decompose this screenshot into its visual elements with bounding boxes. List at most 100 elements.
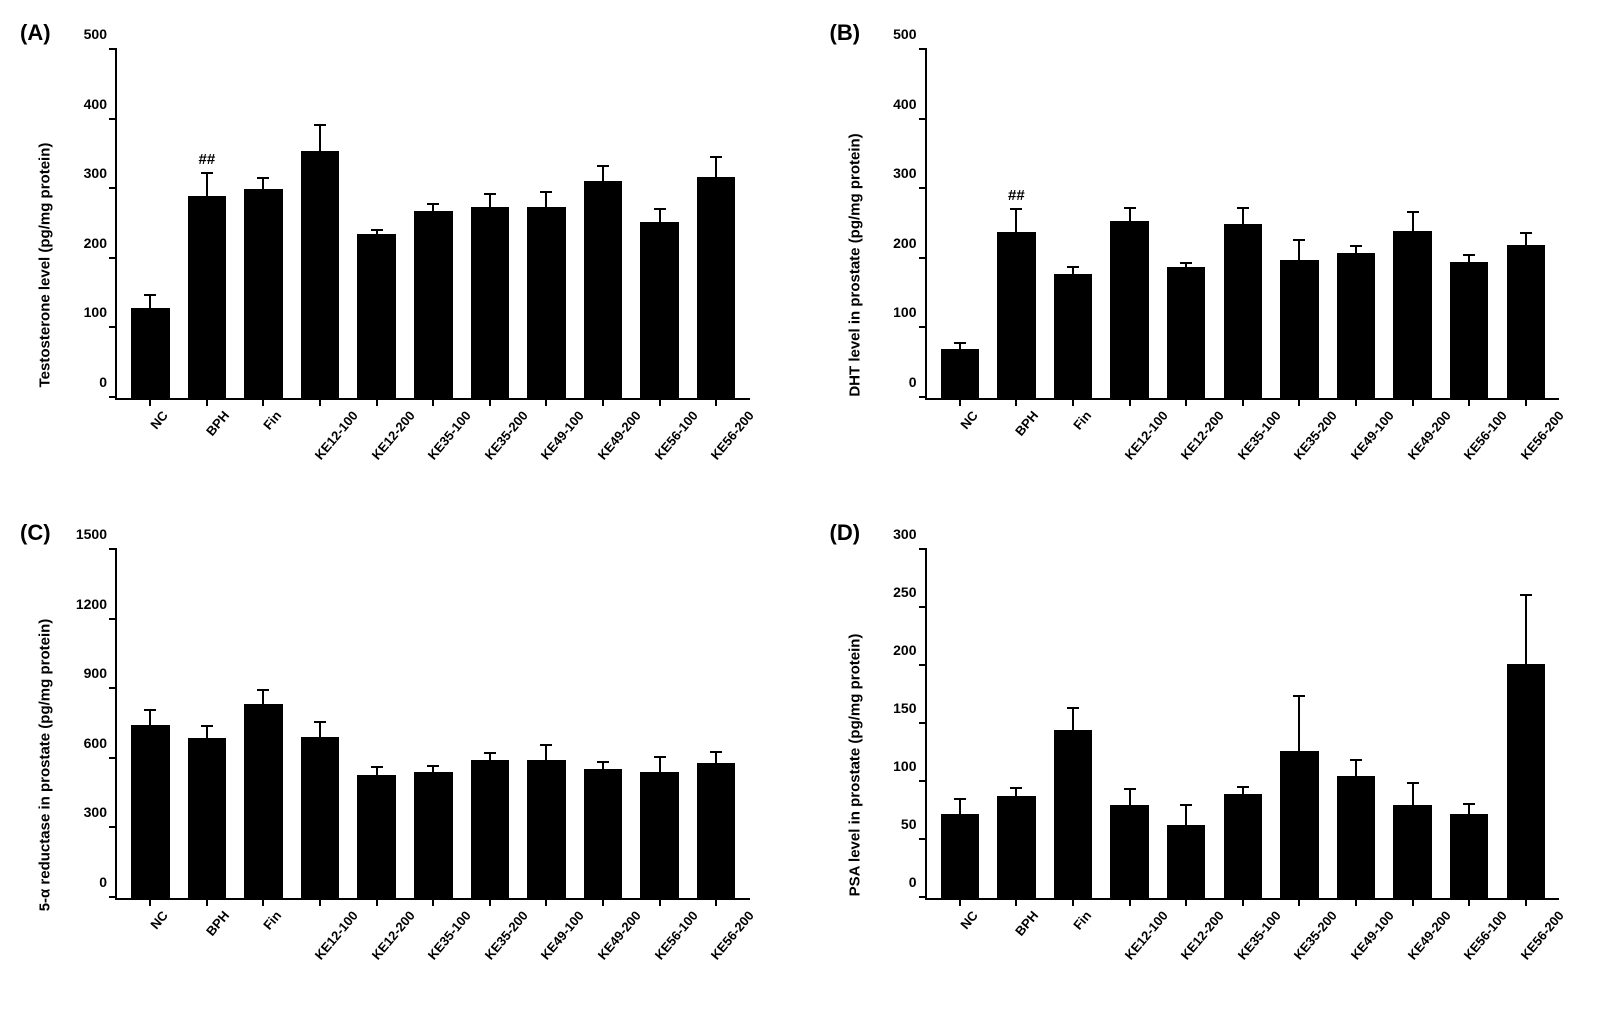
x-tick bbox=[1185, 898, 1187, 906]
error-cap bbox=[1124, 207, 1136, 209]
bar-group: KE12-100 bbox=[1101, 550, 1158, 898]
error-bar bbox=[1072, 266, 1074, 274]
error-cap bbox=[1293, 239, 1305, 241]
error-bar bbox=[1015, 787, 1017, 796]
error-bar bbox=[1412, 782, 1414, 805]
error-cap bbox=[1463, 254, 1475, 256]
x-tick-label: KE49-100 bbox=[538, 408, 587, 462]
x-tick-label: NC bbox=[957, 408, 981, 432]
bar-group: KE35-100 bbox=[1214, 50, 1271, 398]
y-tick bbox=[109, 687, 117, 689]
x-tick bbox=[432, 398, 434, 406]
x-tick-label: KE49-100 bbox=[1348, 408, 1397, 462]
x-tick bbox=[1525, 898, 1527, 906]
error-bar bbox=[149, 294, 151, 308]
error-cap bbox=[484, 752, 496, 754]
x-tick-label: KE35-100 bbox=[1234, 908, 1283, 962]
bar bbox=[1054, 274, 1092, 398]
bar bbox=[244, 189, 282, 398]
y-tick-label: 500 bbox=[893, 26, 916, 42]
x-tick bbox=[545, 398, 547, 406]
error-cap bbox=[540, 744, 552, 746]
x-tick-label: KE56-100 bbox=[651, 408, 700, 462]
x-tick-label: KE12-100 bbox=[1121, 908, 1170, 962]
x-tick-label: KE12-200 bbox=[368, 408, 417, 462]
bar bbox=[941, 814, 979, 898]
error-cap bbox=[540, 191, 552, 193]
panel-label: (A) bbox=[20, 20, 51, 46]
y-tick-label: 400 bbox=[84, 96, 107, 112]
bar-group: KE56-200 bbox=[688, 550, 745, 898]
error-cap bbox=[1407, 782, 1419, 784]
x-tick bbox=[1468, 398, 1470, 406]
x-tick-label: KE12-100 bbox=[312, 408, 361, 462]
y-tick-label: 300 bbox=[893, 165, 916, 181]
bar-group: KE35-200 bbox=[1271, 50, 1328, 398]
error-cap bbox=[257, 177, 269, 179]
error-cap bbox=[371, 766, 383, 768]
error-cap bbox=[1237, 207, 1249, 209]
error-bar bbox=[1298, 695, 1300, 751]
bar-group: Fin bbox=[1045, 550, 1102, 898]
bar bbox=[997, 796, 1035, 898]
y-tick-label: 0 bbox=[909, 874, 917, 890]
y-axis-label: PSA level in prostate (pg/mg protein) bbox=[846, 634, 863, 897]
x-tick bbox=[1242, 398, 1244, 406]
x-tick-label: Fin bbox=[261, 908, 285, 933]
error-cap bbox=[1463, 803, 1475, 805]
plot-wrap: Testosterone level (pg/mg protein)010020… bbox=[55, 40, 770, 490]
bar bbox=[1450, 262, 1488, 398]
bar-group: Fin bbox=[235, 50, 292, 398]
x-tick bbox=[1412, 898, 1414, 906]
bar-group: NC bbox=[932, 550, 989, 898]
error-bar bbox=[1129, 207, 1131, 221]
y-tick-label: 100 bbox=[84, 304, 107, 320]
bar bbox=[1393, 231, 1431, 398]
plot-area: 0100200300400500NCBPH##FinKE12-100KE12-2… bbox=[115, 50, 750, 400]
x-tick bbox=[149, 898, 151, 906]
bar bbox=[1337, 776, 1375, 898]
bar-group: KE12-100 bbox=[1101, 50, 1158, 398]
bar-group: NC bbox=[122, 550, 179, 898]
x-tick-label: Fin bbox=[1070, 408, 1094, 433]
error-bar bbox=[602, 761, 604, 769]
error-bar bbox=[1355, 759, 1357, 776]
error-cap bbox=[371, 229, 383, 231]
x-tick bbox=[1525, 398, 1527, 406]
bar bbox=[697, 763, 735, 898]
bar-group: KE49-100 bbox=[518, 50, 575, 398]
x-tick-label: KE56-200 bbox=[708, 908, 757, 962]
x-tick bbox=[1355, 398, 1357, 406]
bar bbox=[1167, 825, 1205, 898]
panel-label: (C) bbox=[20, 520, 51, 546]
bar bbox=[527, 760, 565, 898]
bar-group: Fin bbox=[235, 550, 292, 898]
x-tick bbox=[1412, 398, 1414, 406]
bar-group: KE56-100 bbox=[1441, 50, 1498, 398]
error-cap bbox=[1067, 707, 1079, 709]
error-bar bbox=[1525, 232, 1527, 245]
x-tick-label: KE49-200 bbox=[1404, 408, 1453, 462]
error-cap bbox=[427, 203, 439, 205]
y-tick-label: 0 bbox=[99, 874, 107, 890]
error-bar bbox=[659, 756, 661, 771]
bars-container: NCBPH##FinKE12-100KE12-200KE35-100KE35-2… bbox=[117, 50, 750, 398]
y-tick-label: 50 bbox=[901, 816, 917, 832]
error-cap bbox=[1180, 262, 1192, 264]
bar bbox=[471, 760, 509, 898]
error-cap bbox=[710, 751, 722, 753]
error-cap bbox=[954, 798, 966, 800]
bar-group: KE49-100 bbox=[518, 550, 575, 898]
bar: ## bbox=[997, 232, 1035, 398]
x-tick-label: BPH bbox=[203, 408, 232, 439]
x-tick-label: KE35-100 bbox=[425, 408, 474, 462]
significance-mark: ## bbox=[199, 151, 216, 168]
x-tick bbox=[715, 898, 717, 906]
error-bar bbox=[1185, 262, 1187, 268]
x-tick bbox=[1355, 898, 1357, 906]
error-bar bbox=[659, 208, 661, 222]
bar bbox=[1167, 267, 1205, 398]
figure-grid: (A)Testosterone level (pg/mg protein)010… bbox=[20, 20, 1579, 990]
y-tick-label: 200 bbox=[893, 235, 916, 251]
error-bar bbox=[1298, 239, 1300, 260]
